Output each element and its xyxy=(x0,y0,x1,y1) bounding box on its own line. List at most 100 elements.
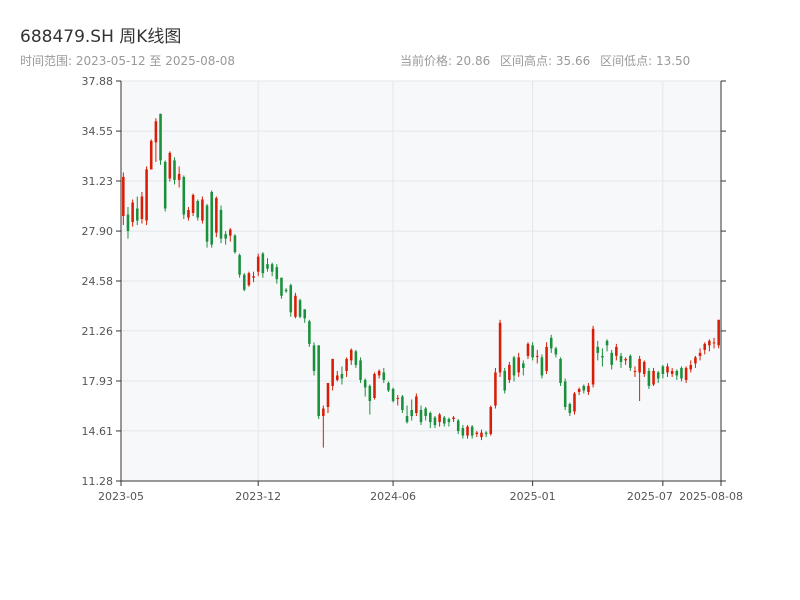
candle-body xyxy=(526,343,530,356)
candle-body xyxy=(391,388,395,401)
y-tick-label: 37.88 xyxy=(82,75,114,88)
candle-body xyxy=(256,256,260,272)
candle-body xyxy=(466,426,469,436)
chart-title: 688479.SH 周K线图 xyxy=(20,27,182,47)
y-tick-label: 31.23 xyxy=(82,175,114,188)
candle-body xyxy=(210,191,213,245)
candle-body xyxy=(703,343,706,350)
candle-body xyxy=(331,358,334,386)
current-price-label: 当前价格: 20.86 xyxy=(400,54,491,68)
candle-body xyxy=(429,413,432,423)
candle-body xyxy=(280,277,283,296)
candle-body xyxy=(159,113,162,161)
candle-body xyxy=(447,419,451,423)
candle-body xyxy=(149,140,153,170)
candle-body xyxy=(377,370,381,376)
candle-body xyxy=(261,253,265,274)
candle-body xyxy=(363,379,367,388)
candle-body xyxy=(708,340,711,346)
candle-body xyxy=(224,234,227,239)
x-tick-label: 2024-06 xyxy=(370,490,416,503)
candle-body xyxy=(242,274,246,290)
stats-bar: 当前价格: 20.86 区间高点: 35.66 区间低点: 13.50 xyxy=(400,52,696,69)
candle-body xyxy=(554,348,558,355)
candle-body xyxy=(442,417,446,424)
candle-body xyxy=(322,408,325,417)
candle-body xyxy=(624,358,627,361)
candle-body xyxy=(252,276,255,278)
candle-body xyxy=(480,432,483,438)
candle-body xyxy=(619,355,623,362)
candle-body xyxy=(349,349,353,361)
candle-body xyxy=(191,194,195,214)
candle-body xyxy=(456,420,460,432)
candle-body xyxy=(419,410,423,423)
candle-body xyxy=(494,372,497,406)
candle-body xyxy=(717,319,720,346)
candle-body xyxy=(229,229,232,236)
candle-body xyxy=(368,385,372,401)
candle-body xyxy=(559,358,562,383)
candle-body xyxy=(168,152,172,179)
candle-body xyxy=(698,352,702,356)
x-tick-label: 2025-01 xyxy=(510,490,556,503)
candle-body xyxy=(661,366,665,374)
date-range-label: 时间范围: 2023-05-12 至 2025-08-08 xyxy=(20,54,235,68)
candle-body xyxy=(205,205,209,242)
candle-body xyxy=(308,321,311,344)
candle-body xyxy=(508,364,511,380)
candle-body xyxy=(154,121,158,143)
candle-body xyxy=(182,176,186,215)
candle-body xyxy=(475,432,479,435)
candle-body xyxy=(647,370,651,386)
candles-group xyxy=(122,113,720,448)
candle-body xyxy=(415,396,418,414)
range-high-label: 区间高点: 35.66 xyxy=(500,54,591,68)
candle-body xyxy=(605,340,609,346)
candle-body xyxy=(345,358,348,371)
candle-body xyxy=(517,357,520,373)
candle-body xyxy=(503,370,506,391)
x-axis-ticks: 2023-05 2023-12 2024-06 2025-01 2025-07 2025-… xyxy=(98,481,743,503)
y-tick-label: 11.28 xyxy=(82,475,114,488)
y-tick-label: 17.93 xyxy=(82,375,114,388)
x-tick-label: 2023-12 xyxy=(235,490,281,503)
candle-body xyxy=(689,364,693,370)
grid-lines xyxy=(120,80,722,482)
candle-body xyxy=(452,417,455,420)
candle-body xyxy=(359,360,362,380)
x-tick-label: 2025-07 xyxy=(627,490,673,503)
candle-body xyxy=(219,210,223,239)
candle-body xyxy=(275,267,279,280)
candle-body xyxy=(340,373,344,379)
candle-body xyxy=(396,397,400,399)
candle-body xyxy=(596,346,600,353)
candle-body xyxy=(461,428,465,436)
candle-body xyxy=(666,366,669,373)
candle-body xyxy=(638,358,641,373)
candle-body xyxy=(163,161,167,209)
candle-body xyxy=(563,381,567,408)
candle-body xyxy=(573,393,576,412)
x-tick-label: 2025-08-08 xyxy=(679,490,743,503)
candle-body xyxy=(173,160,176,180)
candle-body xyxy=(284,289,288,292)
candle-body xyxy=(522,363,525,368)
candle-body xyxy=(545,346,548,371)
candle-body xyxy=(670,370,674,374)
candle-body xyxy=(438,414,441,423)
candle-body xyxy=(531,345,534,358)
candle-body xyxy=(610,352,613,365)
y-tick-label: 27.90 xyxy=(82,225,114,238)
y-axis-ticks: 37.88 34.55 31.23 27.90 24.58 21.26 17.93 14.61… xyxy=(82,75,726,488)
candle-body xyxy=(601,355,604,358)
candle-body xyxy=(405,416,409,423)
candle-body xyxy=(615,346,618,356)
candle-body xyxy=(247,273,251,286)
candle-body xyxy=(303,309,306,319)
candle-body xyxy=(145,169,148,221)
candle-body xyxy=(577,388,581,392)
candle-body xyxy=(126,214,130,232)
candle-body xyxy=(298,300,302,317)
candle-body xyxy=(498,322,502,373)
